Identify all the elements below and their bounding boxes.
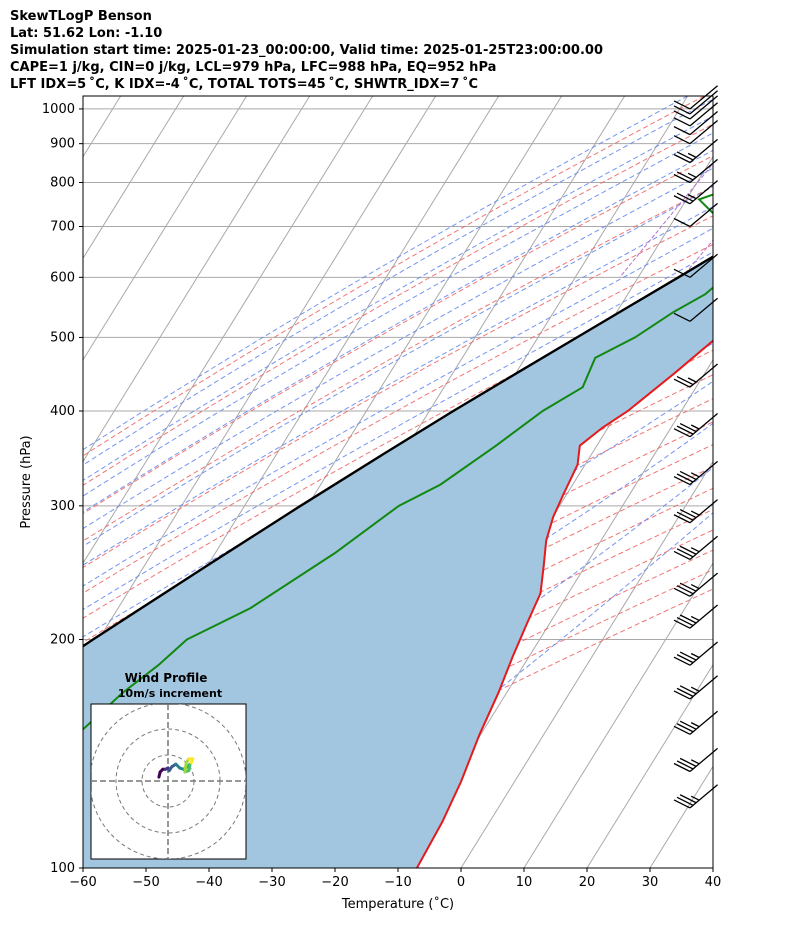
x-tick-label: −40 [195,875,222,890]
wind-barb [673,535,718,560]
x-tick-label: 30 [642,875,659,890]
moist-adiabat [83,98,713,466]
hodograph-inset: Wind Profile 10m/s increment [90,671,247,860]
wind-barb [673,85,718,110]
wind-barb [673,675,718,700]
x-axis-label: Temperature (˚C) [341,896,454,912]
x-tick-label: 10 [516,875,533,890]
parcel-line [83,255,713,648]
x-tick-label: −20 [321,875,348,890]
isotherm-line [586,663,713,868]
wind-barb [673,90,718,115]
x-tick-label: 40 [705,875,722,890]
isotherm-line [649,765,713,868]
indices-line: LFT IDX=5 ˚C, K IDX=-4 ˚C, TOTAL TOTS=45… [10,77,478,92]
chart-header: SkewTLogP Benson Lat: 51.62 Lon: -1.10 S… [10,8,603,93]
y-tick-label: 300 [50,499,75,514]
y-tick-label: 200 [50,632,75,647]
dry-adiabat [83,508,713,835]
chart-title: SkewTLogP Benson [10,9,152,24]
dry-adiabat [83,123,713,486]
isotherm-line [83,96,311,463]
temperature-line [416,339,713,868]
x-tick-label: −60 [69,875,96,890]
y-tick-label: 1000 [42,102,75,117]
hodograph-subtitle: 10m/s increment [118,687,222,700]
wind-barb [673,158,718,184]
moist-adiabat [112,467,713,868]
wind-barb [673,641,718,666]
profile-series [83,193,713,868]
wind-barb [673,202,718,228]
hodograph-segment [189,757,195,765]
y-tick-label: 700 [50,220,75,235]
y-tick-label: 900 [50,137,75,152]
moist-adiabat [83,115,713,482]
wind-barb [673,710,718,735]
wind-barb [673,604,718,629]
x-tick-label: 0 [457,875,465,890]
cape-line: CAPE=1 j/kg, CIN=0 j/kg, LCL=979 hPa, LF… [10,60,497,75]
moist-adiabat [83,227,713,587]
dry-adiabat [83,243,713,594]
wind-barb [673,784,718,809]
mixing-ratio-line [619,162,713,278]
dry-adiabat [83,185,713,542]
x-tick-label: −10 [384,875,411,890]
dry-adiabat [88,549,713,868]
moist-adiabat [83,251,713,611]
isotherm-line [83,96,248,361]
isotherm-line [83,96,374,565]
dry-adiabat [83,96,705,457]
moist-adiabat [83,96,688,451]
isotherm-line [83,96,437,666]
dewpoint-line [83,193,713,731]
location-line: Lat: 51.62 Lon: -1.10 [10,26,163,41]
time-line: Simulation start time: 2025-01-23_00:00:… [10,43,603,58]
x-tick-label: −50 [132,875,159,890]
isotherm-line [712,867,713,868]
wind-barb [673,120,718,145]
y-tick-label: 600 [50,270,75,285]
y-axis-label: Pressure (hPa) [19,435,34,528]
dry-adiabat [83,487,713,816]
wind-barb [673,499,718,524]
moist-adiabat [83,186,713,547]
x-axis-ticks: −60 −50 −40 −30 −20 −10 0 10 20 30 40 [69,868,721,890]
dry-adiabat [83,215,713,569]
y-tick-label: 800 [50,175,75,190]
x-tick-label: 20 [579,875,596,890]
y-tick-label: 100 [50,861,75,876]
x-tick-label: −30 [258,875,285,890]
y-tick-label: 400 [50,404,75,419]
moist-adiabat [83,132,713,497]
hodograph-title: Wind Profile [125,671,208,685]
isotherm-line [460,460,713,868]
hodograph-segment [183,761,188,774]
wind-barb [673,747,718,773]
y-tick-label: 500 [50,330,75,345]
y-axis-ticks: 100 200 300 400 500 600 700 800 900 1000 [42,102,83,876]
isotherm-line [523,562,713,868]
dry-adiabat [83,155,713,515]
isotherm-line [83,96,185,260]
